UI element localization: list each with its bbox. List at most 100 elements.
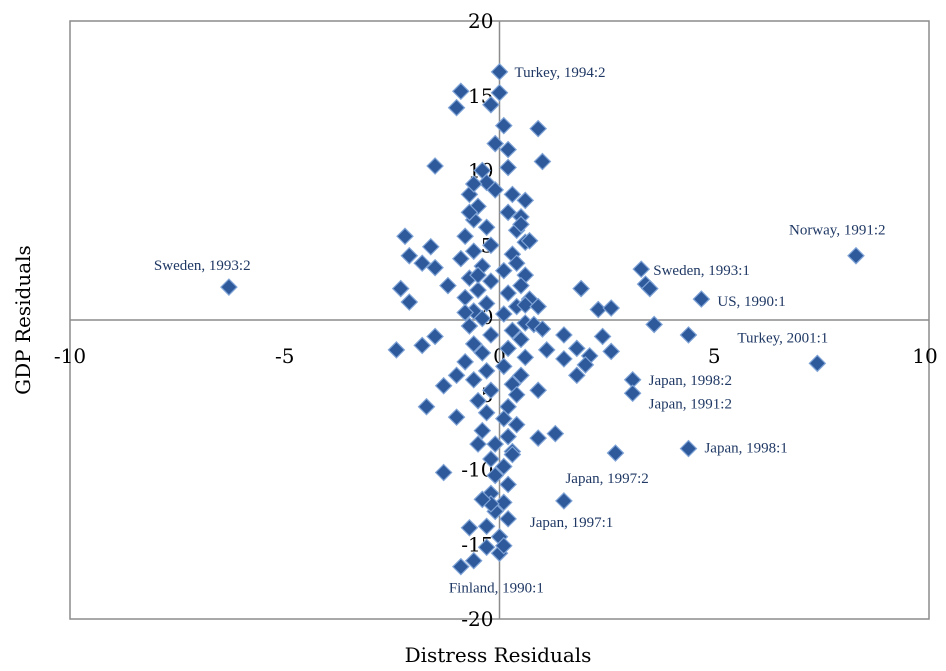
data-point xyxy=(482,95,500,114)
data-point xyxy=(606,444,625,462)
data-point xyxy=(555,350,573,368)
data-point xyxy=(494,116,513,135)
data-point xyxy=(537,341,556,359)
data-point xyxy=(473,421,492,440)
data-point xyxy=(640,279,659,298)
point-annotation: Japan, 1991:2 xyxy=(649,396,732,412)
data-point xyxy=(494,305,513,323)
data-point xyxy=(220,278,238,296)
y-axis-title: GDP Residuals xyxy=(11,245,35,395)
data-point xyxy=(477,294,496,313)
data-point xyxy=(469,266,487,284)
data-point xyxy=(546,424,565,443)
point-annotation: US, 1990:1 xyxy=(717,294,785,310)
data-point xyxy=(533,152,552,171)
data-point xyxy=(482,236,500,255)
data-point xyxy=(494,357,513,376)
point-annotation: Japan, 1997:2 xyxy=(565,471,648,487)
data-point xyxy=(387,341,406,359)
data-point xyxy=(507,385,526,404)
data-point xyxy=(494,457,513,476)
data-point xyxy=(469,281,487,299)
data-point xyxy=(426,327,444,346)
data-point xyxy=(391,279,410,298)
data-point xyxy=(417,397,436,416)
data-point xyxy=(456,353,474,371)
point-annotation: Norway, 1991:2 xyxy=(789,223,886,239)
data-point xyxy=(486,134,505,153)
data-point xyxy=(460,518,479,537)
data-point xyxy=(512,366,530,385)
data-point xyxy=(451,249,470,268)
x-axis-title: Distress Residuals xyxy=(405,643,592,667)
data-point xyxy=(632,260,651,279)
data-point xyxy=(512,330,530,349)
data-point xyxy=(469,435,487,453)
data-point xyxy=(490,62,509,81)
data-point xyxy=(413,336,432,355)
data-point xyxy=(499,427,517,446)
data-point xyxy=(512,215,530,234)
data-point xyxy=(529,429,548,447)
data-point xyxy=(623,384,642,403)
data-point xyxy=(434,463,453,482)
data-point xyxy=(434,376,453,395)
data-point xyxy=(426,258,444,277)
data-point xyxy=(469,391,487,410)
x-tick-labels: -10 -5 0 5 10 xyxy=(54,344,938,368)
data-point xyxy=(477,361,496,380)
data-point xyxy=(529,381,548,400)
data-point xyxy=(499,284,517,302)
data-point xyxy=(482,381,500,400)
data-point xyxy=(499,339,517,358)
data-point xyxy=(499,203,517,222)
data-point xyxy=(555,492,573,510)
data-point xyxy=(482,272,500,290)
data-point xyxy=(486,435,505,453)
point-annotation: Japan, 1998:1 xyxy=(704,441,787,457)
data-point xyxy=(520,231,539,250)
data-point xyxy=(426,157,444,175)
data-point xyxy=(507,254,526,273)
point-annotation: Sweden, 1993:2 xyxy=(154,258,251,274)
data-point xyxy=(464,242,483,261)
data-point xyxy=(516,191,535,210)
data-point xyxy=(456,288,474,307)
data-point xyxy=(473,309,492,328)
data-point xyxy=(482,450,500,468)
data-point xyxy=(451,82,470,101)
data-points xyxy=(220,62,865,576)
data-point xyxy=(533,320,552,338)
data-point xyxy=(512,276,530,295)
data-point xyxy=(499,158,517,177)
y-tick-label: -20 xyxy=(461,607,493,631)
data-point xyxy=(602,299,621,317)
data-point xyxy=(482,326,500,344)
data-point xyxy=(464,175,483,193)
data-point xyxy=(460,317,479,335)
point-annotation: Turkey, 2001:1 xyxy=(737,330,828,346)
data-point xyxy=(439,276,457,295)
data-point xyxy=(400,246,419,265)
data-point xyxy=(499,140,517,159)
data-point xyxy=(572,279,590,298)
data-point xyxy=(473,490,492,509)
data-point xyxy=(464,551,483,570)
data-point xyxy=(808,354,827,373)
data-point xyxy=(473,344,492,362)
data-point xyxy=(494,409,513,428)
data-point xyxy=(529,297,548,316)
data-point xyxy=(679,326,698,344)
data-point xyxy=(503,185,522,204)
point-annotation: Japan, 1997:1 xyxy=(530,515,613,531)
data-point xyxy=(567,339,586,358)
x-tick-label: -5 xyxy=(275,344,294,368)
data-point xyxy=(494,261,513,280)
data-point xyxy=(847,246,865,265)
data-point xyxy=(503,321,522,340)
data-point xyxy=(451,557,470,576)
data-point xyxy=(529,119,548,138)
data-point xyxy=(486,466,505,485)
